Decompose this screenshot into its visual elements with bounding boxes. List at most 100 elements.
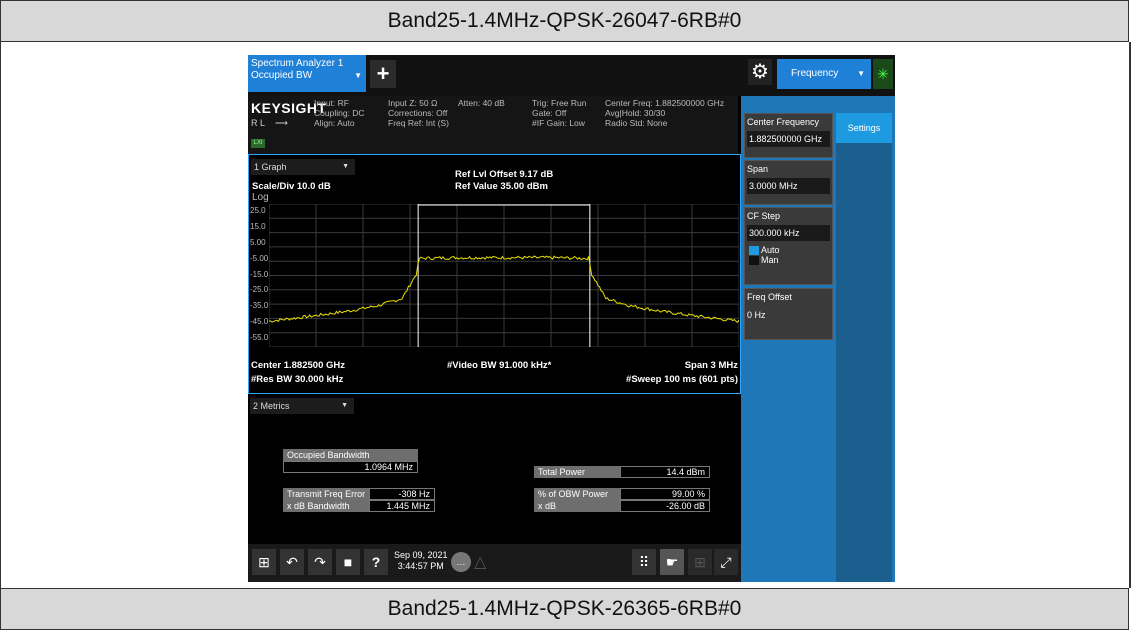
clock-time: 3:44:57 PM [397,561,444,571]
transmit-freq-error-label: Transmit Freq Error [283,488,369,500]
center-frequency-label: Center 1.882500 GHz [251,360,345,371]
y-tick-label: 25.0 [250,206,266,215]
spectrum-plot [269,204,739,347]
info-trigger: Trig: Free Run Gate: Off #IF Gain: Low [532,98,587,128]
dropdown-arrow-icon: ▼ [857,69,865,78]
info-atten: Atten: 40 dB [458,98,505,108]
chat-icon[interactable]: … [451,552,471,572]
man-label: Man [761,255,779,265]
occupied-bandwidth-value: 1.0964 MHz [283,461,418,473]
auto-selected-indicator [749,246,759,255]
graph-selector-label: 1 Graph [254,162,287,172]
spectrum-trace [269,255,739,324]
graph-selector[interactable]: 1 Graph ▼ [251,159,355,175]
input-arrow-icon: ⟶ [275,118,288,128]
tab-subtitle: Occupied BW [251,70,313,81]
scale-per-div: Scale/Div 10.0 dB [252,181,331,192]
y-tick-label: -15.0 [250,269,269,279]
rl-text: R L [251,118,266,128]
gear-icon[interactable]: ⚙ [748,59,772,85]
xdb-label: x dB [534,500,620,512]
windows-icon[interactable]: ⊞ [252,549,276,575]
log-label: Log [252,192,269,203]
occupied-bandwidth-label: Occupied Bandwidth [283,449,418,461]
add-screen-button[interactable]: + [370,60,396,88]
y-tick-label: 15.0 [250,221,266,231]
transmit-freq-error-value: -308 Hz [369,488,435,500]
band-title-bottom: Band25-1.4MHz-QPSK-26365-6RB#0 [0,588,1129,630]
cf-step-value: 300.000 kHz [747,225,830,241]
total-power-label: Total Power [534,466,620,478]
ref-level-offset: Ref Lvl Offset 9.17 dB [455,169,554,180]
lxi-badge: LXI [251,139,265,148]
span-label: Span [747,164,769,174]
cf-step-label: CF Step [747,211,781,221]
obw-power-percent-label: % of OBW Power [534,488,620,500]
maximize-icon[interactable]: ⤢ [714,549,738,575]
center-frequency-softkey[interactable]: Center Frequency 1.882500000 GHz [744,113,833,158]
graph-window[interactable]: 1 Graph ▼ Ref Lvl Offset 9.17 dB Ref Val… [248,154,741,394]
rl-indicator: R L ⟶ [251,118,288,129]
center-frequency-value: 1.882500000 GHz [747,131,830,147]
cf-step-softkey[interactable]: CF Step 300.000 kHz Auto Man [744,207,833,285]
metrics-selector-label: 2 Metrics [253,401,290,411]
clock-date: Sep 09, 2021 [394,550,448,560]
settings-info-bar [248,96,738,154]
touch-icon[interactable]: ☛ [660,549,684,575]
auto-option[interactable]: Auto [749,245,830,255]
ref-value: Ref Value 35.00 dBm [455,181,548,192]
xdb-bandwidth-value: 1.445 MHz [369,500,435,512]
auto-label: Auto [761,245,780,255]
man-indicator [749,256,759,265]
man-option[interactable]: Man [749,255,830,265]
y-tick-label: -55.0 [250,333,269,343]
metrics-window[interactable]: 2 Metrics ▼ Occupied Bandwidth 1.0964 MH… [248,394,741,544]
info-center-freq: Center Freq: 1.882500000 GHz Avg|Hold: 3… [605,98,725,128]
sweep-label: #Sweep 100 ms (601 pts) [626,374,738,385]
clock: Sep 09, 2021 3:44:57 PM [394,550,448,572]
y-tick-label: -5.00 [250,253,269,263]
tab-title: Spectrum Analyzer 1 [251,58,344,69]
file-icon[interactable]: ■ [336,549,360,575]
center-frequency-label: Center Frequency [747,117,820,127]
span-label: Span 3 MHz [684,360,738,371]
y-tick-label: -35.0 [250,301,269,311]
freq-offset-value: 0 Hz [747,310,766,320]
analyzer-screen: Spectrum Analyzer 1 Occupied BW ▼ + ⚙ Fr… [248,55,895,582]
metrics-selector[interactable]: 2 Metrics ▼ [250,398,354,414]
help-icon[interactable]: ? [364,549,388,575]
span-value: 3.0000 MHz [747,178,830,194]
video-bw-label: #Video BW 91.000 kHz* [447,360,552,371]
softkey-panel: Center Frequency 1.882500000 GHz Setting… [741,96,895,582]
freq-offset-label: Freq Offset [747,292,792,302]
y-tick-label: -45.0 [250,317,269,327]
tile-icon[interactable]: ⊞ [688,549,712,575]
res-bw-label: #Res BW 30.000 kHz [251,374,344,385]
xdb-value: -26.00 dB [620,500,710,512]
frequency-menu-button[interactable]: Frequency ▼ [777,59,871,89]
xdb-bandwidth-label: x dB Bandwidth [283,500,369,512]
dropdown-arrow-icon: ▼ [342,163,349,170]
freq-offset-softkey[interactable]: Freq Offset 0 Hz [744,288,833,340]
window-layout-icon[interactable]: ⠿ [632,549,656,575]
span-softkey[interactable]: Span 3.0000 MHz [744,160,833,205]
frequency-menu-label: Frequency [791,68,839,79]
y-tick-label: -25.0 [250,285,269,295]
taskbar: ⊞ ↶ ↷ ■ ? Sep 09, 2021 3:44:57 PM … △ ⠿ … [248,544,741,582]
undo-icon[interactable]: ↶ [280,549,304,575]
dropdown-arrow-icon: ▼ [354,71,362,80]
warning-icon: △ [474,554,487,571]
band-title-top: Band25-1.4MHz-QPSK-26047-6RB#0 [0,0,1129,42]
info-input: Input: RF Coupling: DC Align: Auto [314,98,365,128]
dropdown-arrow-icon: ▼ [341,402,348,409]
redo-icon[interactable]: ↷ [308,549,332,575]
tab-spectrum-analyzer[interactable]: Spectrum Analyzer 1 Occupied BW ▼ [248,55,366,92]
tab-settings[interactable]: Settings [836,113,892,143]
keysight-logo: KEYSIGHT [251,100,327,116]
y-tick-label: 5.00 [250,237,266,247]
obw-power-percent-value: 99.00 % [620,488,710,500]
settings-column [836,143,892,582]
info-input-z: Input Z: 50 Ω Corrections: Off Freq Ref:… [388,98,449,128]
total-power-value: 14.4 dBm [620,466,710,478]
busy-indicator-icon: ✳ [873,59,893,89]
